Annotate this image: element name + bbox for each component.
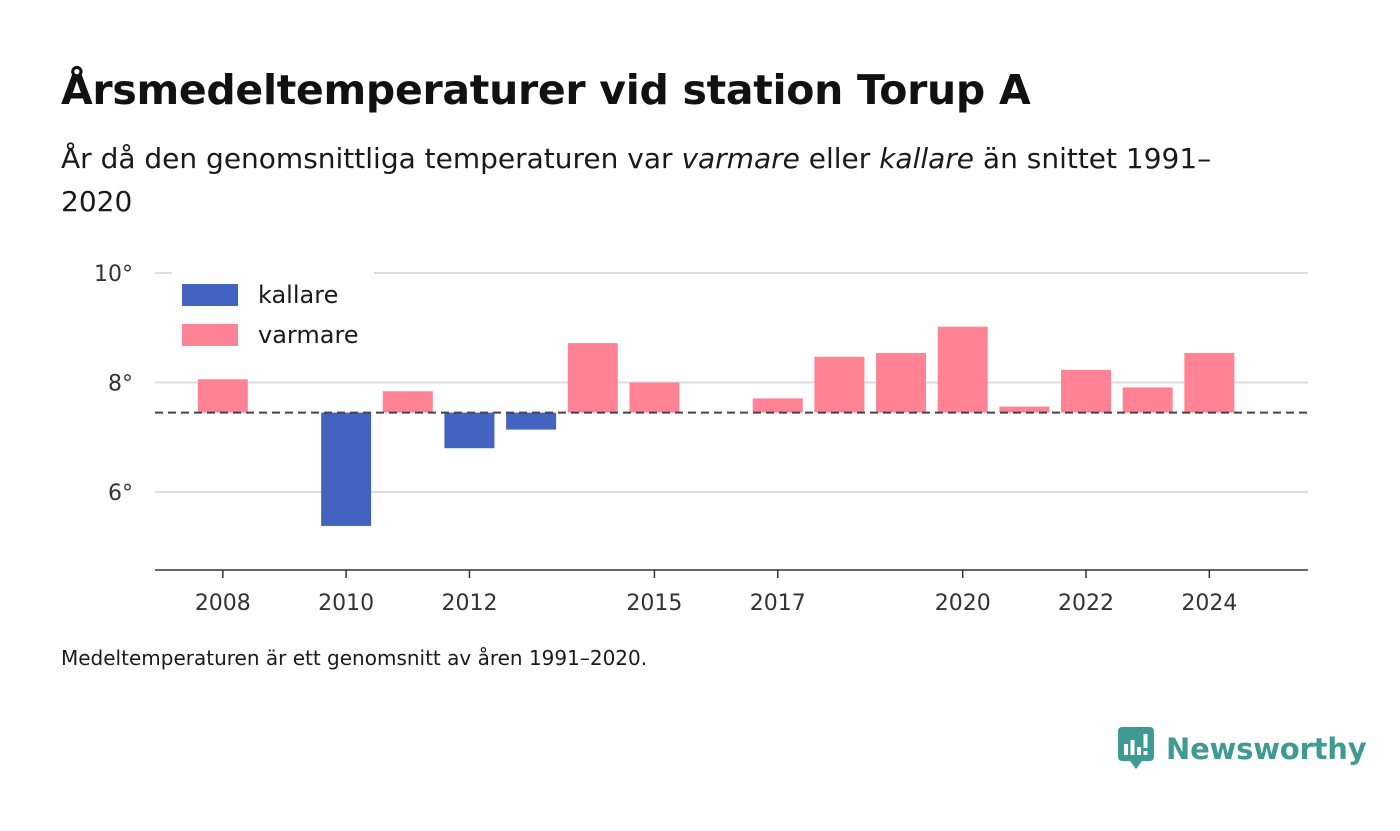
brand: Newsworthy <box>1118 726 1367 772</box>
x-tick-label: 2020 <box>935 591 991 616</box>
y-tick-label: 6° <box>108 481 133 506</box>
bar-2024 <box>1184 352 1235 413</box>
legend-label-varmare: varmare <box>258 321 359 349</box>
x-tick-label: 2017 <box>750 591 806 616</box>
bar-2019 <box>876 352 927 413</box>
y-tick-label: 8° <box>108 372 133 397</box>
legend-swatch-varmare <box>182 324 238 346</box>
bar-2022 <box>1061 369 1112 413</box>
subtitle-text-2: eller <box>799 142 880 175</box>
chart-subtitle: År då den genomsnittliga temperaturen va… <box>61 137 1261 223</box>
x-tick-label: 2010 <box>318 591 374 616</box>
chart-title: Årsmedeltemperaturer vid station Torup A <box>61 66 1031 114</box>
bar-2008 <box>197 379 248 413</box>
x-tick-label: 2012 <box>441 591 497 616</box>
bar-2018 <box>814 356 865 413</box>
bar-2012 <box>444 412 495 449</box>
x-axis-ticks: 2008 2010 2012 2015 2017 2020 2022 2024 <box>195 570 1237 616</box>
brand-name: Newsworthy <box>1166 732 1367 766</box>
bar-2023 <box>1122 387 1173 413</box>
bar-2021 <box>999 406 1050 413</box>
x-tick-label: 2024 <box>1181 591 1237 616</box>
legend: kallare varmare <box>172 270 374 356</box>
y-tick-label: 10° <box>94 262 133 287</box>
subtitle-cold-word: kallare <box>879 142 975 175</box>
subtitle-warm-word: varmare <box>681 142 800 175</box>
bar-2020 <box>937 326 988 413</box>
x-tick-label: 2015 <box>626 591 682 616</box>
legend-swatch-kallare <box>182 284 238 306</box>
footnote: Medeltemperaturen är ett genomsnitt av å… <box>61 646 648 670</box>
x-tick-label: 2008 <box>195 591 251 616</box>
newsworthy-logo-icon <box>1118 727 1154 769</box>
bar-2013 <box>506 412 557 430</box>
y-axis-labels: 10° 8° 6° <box>94 262 133 506</box>
bar-2014 <box>567 343 618 413</box>
bar-2017 <box>752 398 803 413</box>
legend-label-kallare: kallare <box>258 281 338 309</box>
bar-2011 <box>382 391 433 413</box>
bar-chart: 10° 8° 6° 2008 2010 2012 2015 2017 2020 2022 2024… <box>94 262 1308 616</box>
subtitle-text-3: än snittet 1991–2020 <box>61 142 1212 218</box>
bars <box>197 326 1235 526</box>
bar-2010 <box>321 412 372 526</box>
x-tick-label: 2022 <box>1058 591 1114 616</box>
subtitle-text-1: År då den genomsnittliga temperaturen va… <box>61 142 682 175</box>
bar-2015 <box>629 382 680 413</box>
